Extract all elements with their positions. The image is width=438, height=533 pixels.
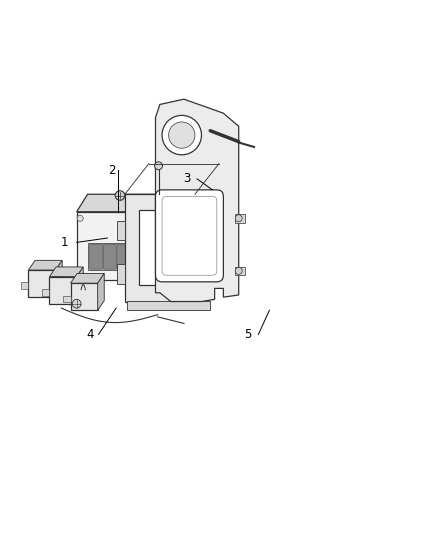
Polygon shape: [71, 273, 104, 283]
FancyBboxPatch shape: [90, 244, 102, 269]
Circle shape: [169, 122, 195, 148]
Polygon shape: [28, 260, 62, 270]
Bar: [117, 264, 125, 284]
Polygon shape: [155, 99, 239, 302]
Polygon shape: [77, 194, 173, 212]
Circle shape: [162, 115, 201, 155]
FancyBboxPatch shape: [131, 244, 143, 269]
Bar: [195, 203, 213, 293]
Bar: [160, 251, 173, 262]
Bar: [42, 289, 49, 296]
Circle shape: [77, 270, 83, 276]
FancyBboxPatch shape: [103, 244, 116, 269]
Bar: [21, 282, 28, 289]
FancyBboxPatch shape: [117, 244, 130, 269]
Bar: [235, 214, 245, 223]
Bar: [28, 270, 56, 297]
Bar: [127, 301, 210, 310]
Text: 4: 4: [87, 328, 94, 341]
Circle shape: [235, 215, 242, 222]
Polygon shape: [98, 273, 104, 310]
Circle shape: [200, 234, 208, 242]
Polygon shape: [162, 194, 173, 280]
Polygon shape: [77, 267, 83, 304]
Bar: [63, 296, 71, 302]
Circle shape: [155, 215, 162, 221]
Text: 1: 1: [60, 236, 68, 249]
FancyBboxPatch shape: [144, 244, 157, 269]
Circle shape: [77, 215, 83, 221]
Circle shape: [200, 254, 208, 262]
Circle shape: [115, 191, 125, 200]
Circle shape: [72, 300, 81, 308]
Polygon shape: [77, 212, 162, 280]
Text: 2: 2: [109, 164, 116, 176]
Polygon shape: [49, 267, 83, 277]
Circle shape: [200, 273, 208, 281]
Circle shape: [235, 268, 242, 274]
Text: 3: 3: [183, 172, 191, 185]
Circle shape: [155, 270, 162, 276]
Bar: [117, 221, 125, 240]
Polygon shape: [56, 260, 62, 297]
Text: 5: 5: [244, 328, 252, 341]
Circle shape: [155, 162, 162, 169]
Bar: [49, 277, 77, 304]
FancyBboxPatch shape: [155, 190, 223, 282]
Circle shape: [200, 214, 208, 222]
Bar: [139, 211, 183, 285]
Bar: [235, 266, 245, 275]
Bar: [71, 283, 98, 310]
Polygon shape: [125, 194, 195, 302]
Bar: [88, 243, 159, 270]
